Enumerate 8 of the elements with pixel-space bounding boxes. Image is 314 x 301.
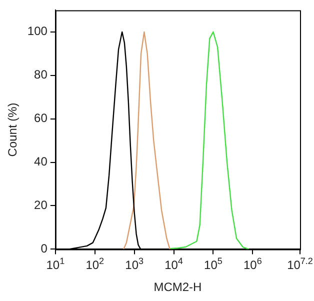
y-axis-title: Count (%) — [6, 102, 20, 157]
y-tick-label: 0 — [40, 242, 48, 256]
y-tick-label: 80 — [34, 68, 48, 82]
y-tick-label: 20 — [34, 198, 48, 212]
y-tick-label: 40 — [34, 154, 48, 169]
y-tick-label: 60 — [34, 111, 48, 126]
x-axis-title: MCM2-H — [154, 280, 202, 294]
y-tick-label: 100 — [27, 24, 48, 38]
